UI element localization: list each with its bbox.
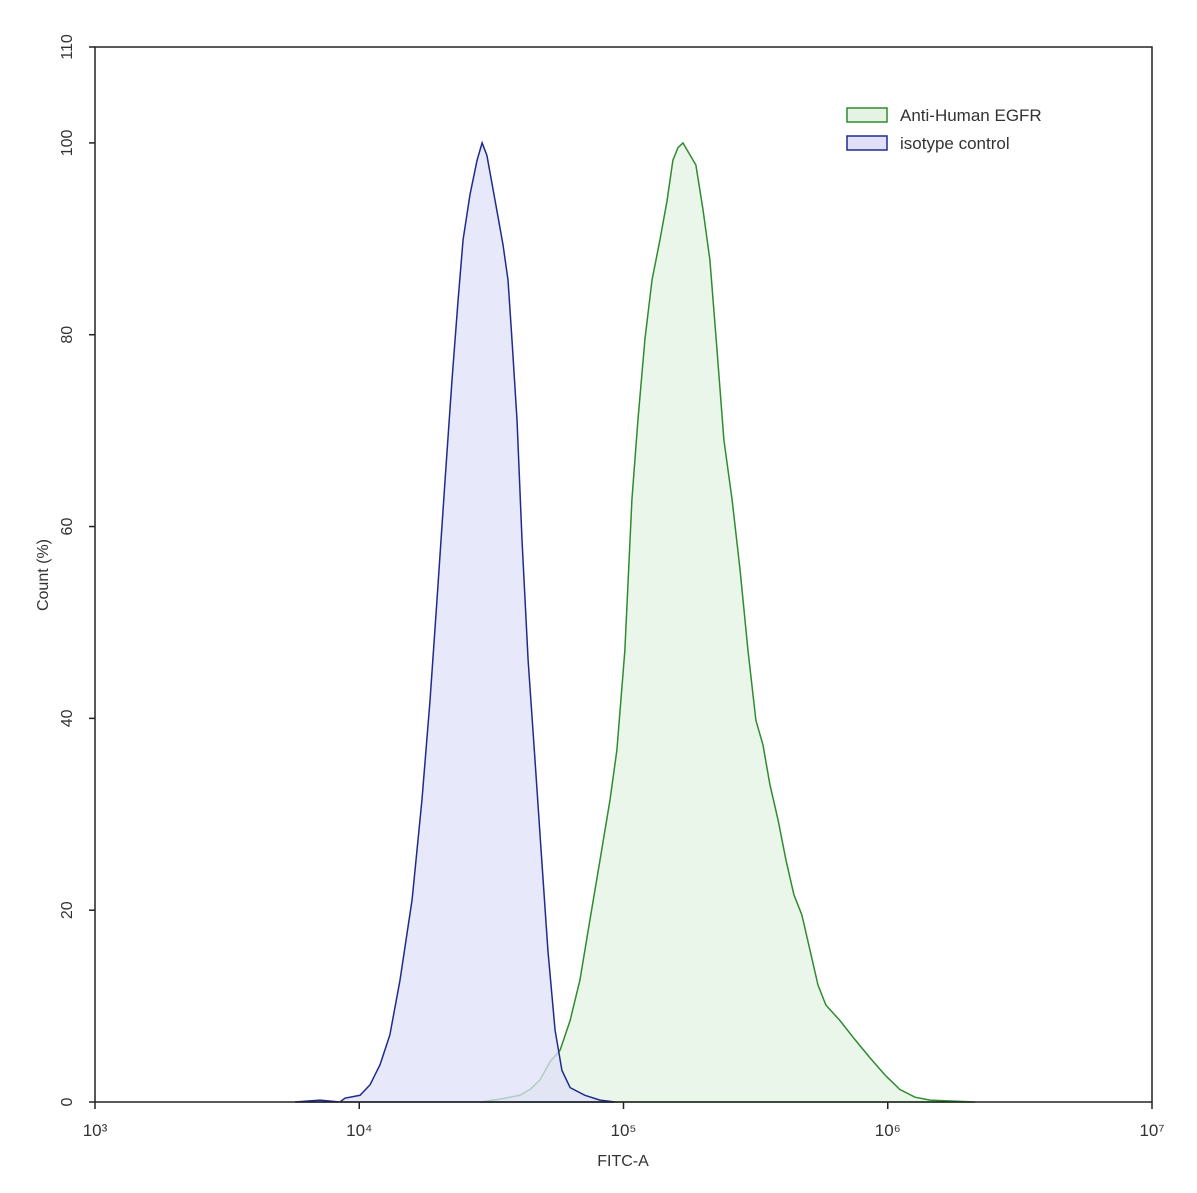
y-tick-label: 40 [59,709,76,727]
legend-label: isotype control [900,134,1010,153]
legend-label: Anti-Human EGFR [900,106,1042,125]
histogram-area [479,141,975,1103]
legend-swatch [846,135,888,151]
y-tick-label: 80 [59,326,76,344]
y-tick-label: 110 [59,34,76,60]
y-tick-label: 100 [59,129,76,156]
x-tick-label: 10⁴ [346,1121,372,1140]
legend-swatch [846,107,888,123]
x-tick-label: 10⁵ [611,1121,637,1140]
y-tick-label: 0 [59,1097,76,1106]
y-tick-label: 60 [59,518,76,536]
x-tick-label: 10⁷ [1139,1121,1164,1140]
x-axis-label: FITC-A [597,1153,649,1170]
y-tick-label: 20 [59,901,76,919]
x-tick-label: 10⁶ [875,1121,901,1140]
x-tick-label: 10³ [83,1121,108,1140]
y-axis-label: Count (%) [35,539,52,611]
histogram-area [294,140,616,1103]
